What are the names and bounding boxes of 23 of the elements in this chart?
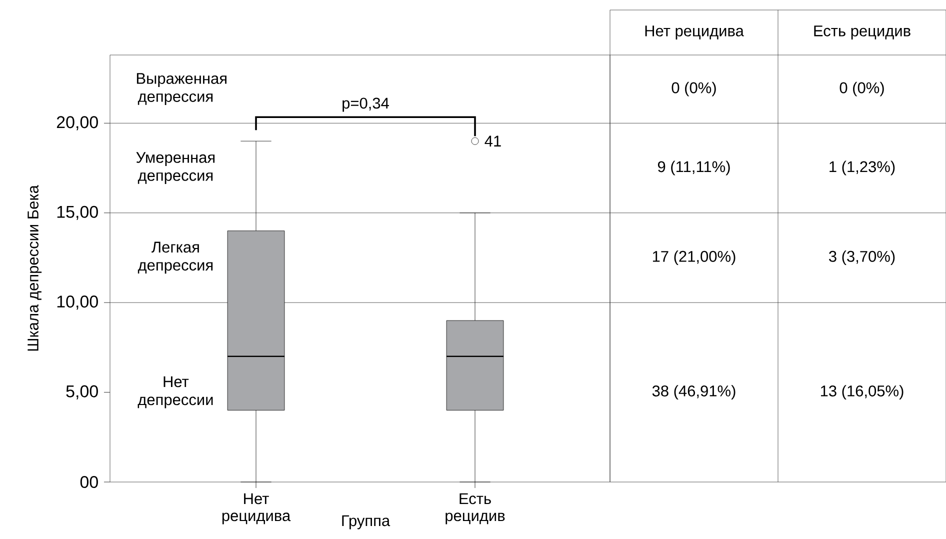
- y-axis-title: Шкала депрессии Бека: [28, 185, 42, 351]
- text: 0 (0%): [672, 82, 716, 96]
- y-tick-label: 5,00: [66, 385, 98, 400]
- y-tick-label: 00: [80, 476, 98, 488]
- text: Есть рецидив: [814, 26, 910, 40]
- text: 38 (46,91%): [652, 385, 736, 400]
- text: 13 (16,05%): [820, 385, 904, 400]
- text: Нет рецидива: [645, 26, 744, 40]
- text: 0 (0%): [840, 82, 884, 96]
- annotation: p=0,34: [342, 98, 389, 112]
- annotation: Легкая депрессия: [138, 242, 213, 274]
- y-tick-label: 10,00: [57, 296, 98, 310]
- annotation: Выраженная депрессия: [136, 73, 226, 106]
- text: 17 (21,00%): [652, 250, 736, 265]
- annotation: Нет депрессии: [138, 376, 213, 408]
- text: 1 (1,23%): [830, 160, 895, 176]
- x-axis-title: Группа: [342, 515, 390, 530]
- annotation: 41: [484, 136, 501, 146]
- y-tick-label: 15,00: [57, 206, 98, 220]
- text: 3 (3,70%): [829, 250, 895, 265]
- y-tick-label: 20,00: [56, 116, 98, 130]
- annotation: Умеренная депрессия: [136, 152, 215, 184]
- text: 9 (11,11%): [658, 160, 730, 176]
